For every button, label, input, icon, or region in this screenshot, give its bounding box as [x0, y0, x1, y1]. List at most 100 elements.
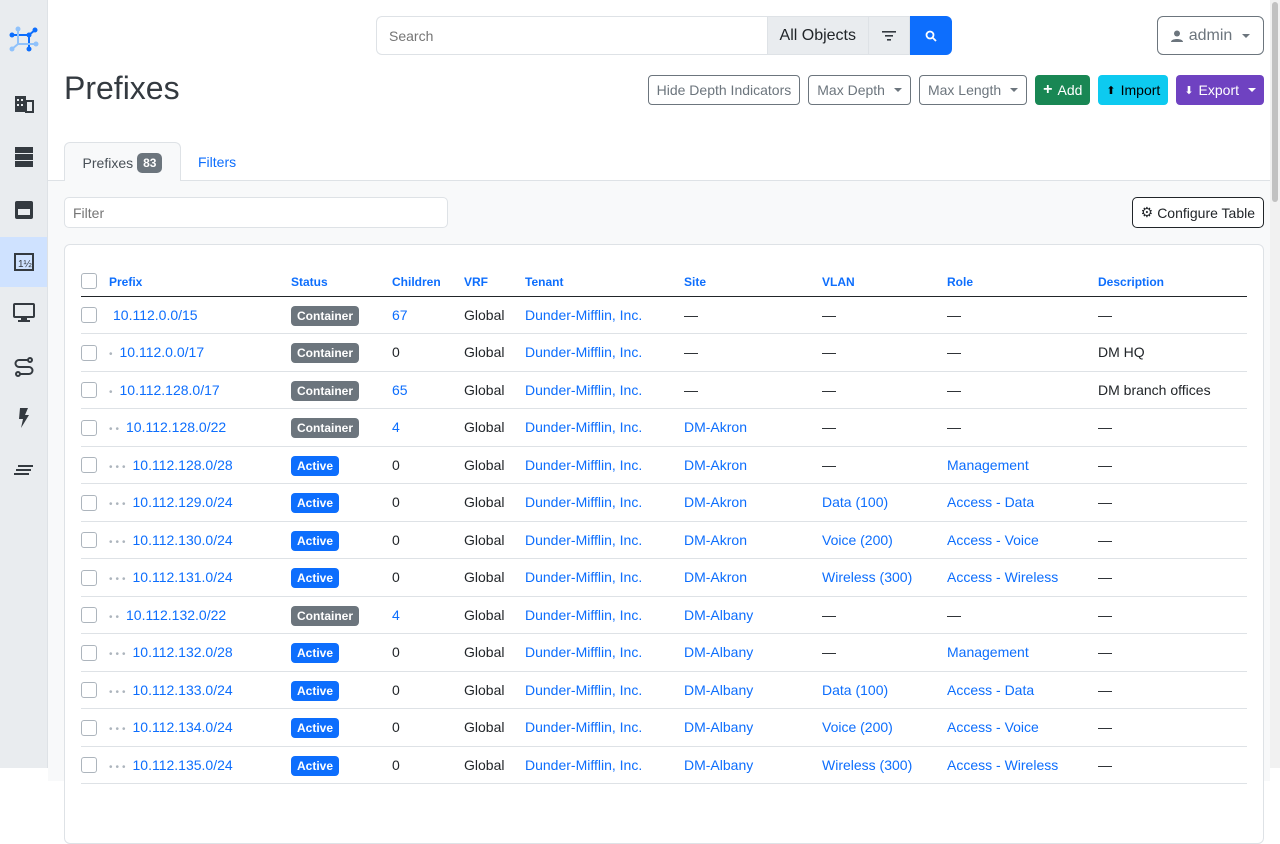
scrollbar[interactable]	[1270, 0, 1280, 768]
devices-icon[interactable]	[0, 132, 47, 182]
row-checkbox[interactable]	[81, 607, 97, 624]
site-link[interactable]: DM-Akron	[684, 531, 748, 548]
export-button[interactable]: ⬇ Export	[1176, 75, 1264, 105]
tenant-link[interactable]: Dunder-Mifflin, Inc.	[525, 606, 643, 623]
tenant-link[interactable]: Dunder-Mifflin, Inc.	[525, 756, 643, 773]
tenant-link[interactable]: Dunder-Mifflin, Inc.	[525, 644, 643, 661]
vlan-link[interactable]: Wireless (300)	[822, 569, 913, 586]
tenant-link[interactable]: Dunder-Mifflin, Inc.	[525, 456, 643, 473]
search-filter-button[interactable]	[869, 16, 910, 55]
configure-table-button[interactable]: ⚙ Configure Table	[1131, 197, 1264, 228]
tab-prefixes[interactable]: Prefixes 83	[64, 142, 181, 182]
row-checkbox[interactable]	[81, 757, 97, 774]
ipam-icon[interactable]: 1½	[0, 237, 47, 287]
row-checkbox[interactable]	[81, 682, 97, 699]
row-checkbox[interactable]	[81, 719, 97, 736]
site-link[interactable]: DM-Akron	[684, 419, 748, 436]
row-checkbox[interactable]	[81, 382, 97, 399]
prefix-link[interactable]: 10.112.128.0/22	[126, 419, 227, 436]
row-checkbox[interactable]	[81, 644, 97, 661]
add-button[interactable]: + Add	[1035, 75, 1091, 105]
tenant-link[interactable]: Dunder-Mifflin, Inc.	[525, 419, 643, 436]
virtualization-icon[interactable]	[0, 288, 47, 338]
prefix-link[interactable]: 10.112.0.0/15	[113, 306, 198, 323]
column-header-tenant[interactable]: Tenant	[525, 267, 684, 297]
prefix-link[interactable]: 10.112.134.0/24	[132, 719, 233, 736]
tenant-link[interactable]: Dunder-Mifflin, Inc.	[525, 306, 643, 323]
prefix-link[interactable]: 10.112.0.0/17	[119, 344, 205, 361]
tenant-link[interactable]: Dunder-Mifflin, Inc.	[525, 681, 643, 698]
table-filter-input[interactable]	[64, 197, 448, 228]
logo-icon[interactable]	[0, 15, 47, 65]
site-link[interactable]: DM-Akron	[684, 456, 748, 473]
vlan-link[interactable]: Voice (200)	[822, 531, 893, 548]
row-checkbox[interactable]	[81, 569, 97, 586]
max-depth-dropdown[interactable]: Max Depth	[808, 75, 911, 105]
role-link[interactable]: Access - Data	[947, 681, 1035, 698]
role-link[interactable]: Management	[947, 644, 1029, 661]
prefix-link[interactable]: 10.112.128.0/17	[119, 381, 220, 398]
organization-icon[interactable]	[0, 79, 47, 129]
power-icon[interactable]	[0, 393, 47, 443]
site-link[interactable]: DM-Albany	[684, 756, 754, 773]
children-link[interactable]: 65	[392, 381, 408, 398]
vlan-link[interactable]: Wireless (300)	[822, 756, 913, 773]
prefix-link[interactable]: 10.112.129.0/24	[132, 494, 233, 511]
row-checkbox[interactable]	[81, 457, 97, 474]
user-menu-button[interactable]: admin	[1157, 16, 1264, 55]
role-link[interactable]: Management	[947, 456, 1029, 473]
search-input[interactable]	[376, 16, 767, 55]
role-link[interactable]: Access - Voice	[947, 719, 1039, 736]
tenant-link[interactable]: Dunder-Mifflin, Inc.	[525, 531, 643, 548]
prefix-link[interactable]: 10.112.131.0/24	[132, 569, 233, 586]
max-length-dropdown[interactable]: Max Length	[918, 75, 1028, 105]
vlan-link[interactable]: Voice (200)	[822, 719, 893, 736]
tenant-link[interactable]: Dunder-Mifflin, Inc.	[525, 494, 643, 511]
prefix-link[interactable]: 10.112.130.0/24	[132, 531, 233, 548]
prefix-link[interactable]: 10.112.132.0/22	[126, 606, 227, 623]
tenant-link[interactable]: Dunder-Mifflin, Inc.	[525, 569, 643, 586]
site-link[interactable]: DM-Albany	[684, 681, 754, 698]
tenant-link[interactable]: Dunder-Mifflin, Inc.	[525, 381, 643, 398]
prefix-link[interactable]: 10.112.132.0/28	[132, 644, 233, 661]
site-link[interactable]: DM-Albany	[684, 644, 754, 661]
row-checkbox[interactable]	[81, 419, 97, 436]
column-header-vlan[interactable]: VLAN	[822, 267, 947, 297]
column-header-children[interactable]: Children	[392, 267, 464, 297]
site-link[interactable]: DM-Albany	[684, 606, 754, 623]
role-link[interactable]: Access - Wireless	[947, 756, 1059, 773]
connections-icon[interactable]	[0, 185, 47, 235]
search-button[interactable]	[910, 16, 952, 55]
vlan-link[interactable]: Data (100)	[822, 494, 889, 511]
search-scope-dropdown[interactable]: All Objects	[766, 16, 869, 55]
column-header-role[interactable]: Role	[947, 267, 1098, 297]
children-link[interactable]: 4	[392, 419, 400, 436]
role-link[interactable]: Access - Wireless	[947, 569, 1059, 586]
site-link[interactable]: DM-Akron	[684, 494, 748, 511]
row-checkbox[interactable]	[81, 307, 97, 324]
column-header-status[interactable]: Status	[291, 267, 392, 297]
column-header-vrf[interactable]: VRF	[464, 267, 525, 297]
prefix-link[interactable]: 10.112.135.0/24	[132, 756, 233, 773]
column-header-site[interactable]: Site	[684, 267, 822, 297]
column-header-prefix[interactable]: Prefix	[109, 267, 291, 297]
children-link[interactable]: 4	[392, 606, 400, 623]
prefix-link[interactable]: 10.112.128.0/28	[132, 456, 233, 473]
site-link[interactable]: DM-Albany	[684, 719, 754, 736]
select-all-checkbox[interactable]	[81, 272, 97, 289]
column-header-description[interactable]: Description	[1098, 267, 1247, 297]
row-checkbox[interactable]	[81, 532, 97, 549]
row-checkbox[interactable]	[81, 344, 97, 361]
tenant-link[interactable]: Dunder-Mifflin, Inc.	[525, 719, 643, 736]
circuits-icon[interactable]	[0, 342, 47, 392]
prefix-link[interactable]: 10.112.133.0/24	[132, 681, 233, 698]
tab-filters[interactable]: Filters	[198, 142, 236, 181]
import-button[interactable]: ⬆ Import	[1098, 75, 1169, 105]
site-link[interactable]: DM-Akron	[684, 569, 748, 586]
vlan-link[interactable]: Data (100)	[822, 681, 889, 698]
role-link[interactable]: Access - Data	[947, 494, 1035, 511]
children-link[interactable]: 67	[392, 306, 408, 323]
role-link[interactable]: Access - Voice	[947, 531, 1039, 548]
hide-depth-indicators-button[interactable]: Hide Depth Indicators	[647, 75, 801, 105]
tenant-link[interactable]: Dunder-Mifflin, Inc.	[525, 344, 643, 361]
